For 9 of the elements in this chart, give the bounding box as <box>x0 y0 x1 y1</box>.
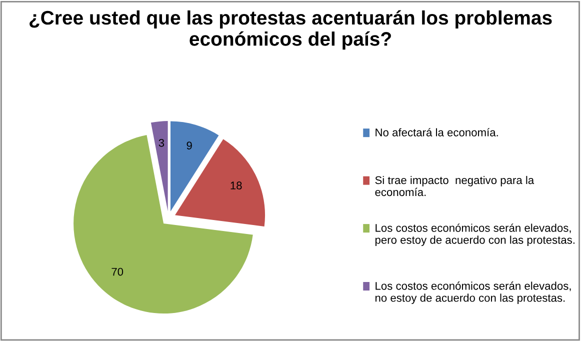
legend-label: No afectará la economía. <box>376 128 498 136</box>
legend-label: Los costos económicos serán elevados, pero estoy de acuerdo con las protestas. <box>375 224 574 246</box>
data-label: 9 <box>186 142 192 150</box>
chart-title: ¿Cree usted que las protestas acentuarán los problemas económicos del país? <box>30 10 552 50</box>
data-label: 18 <box>230 182 242 190</box>
data-label: 3 <box>158 138 164 147</box>
data-label: 70 <box>112 268 124 276</box>
legend-label: Los costos económicos serán elevados, no estoy de acuerdo con las protestas. <box>375 282 571 304</box>
legend-label: Si trae impacto negativo para la economía. <box>375 176 534 196</box>
